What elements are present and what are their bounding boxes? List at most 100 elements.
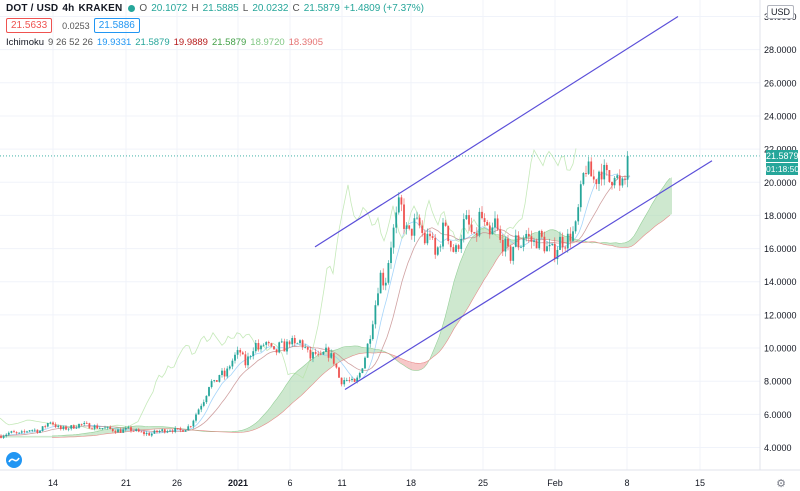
candle <box>306 346 309 353</box>
candle-body <box>543 236 546 252</box>
candle <box>426 228 429 246</box>
candle <box>182 429 184 432</box>
candle-body <box>254 343 257 352</box>
candle-body <box>166 431 169 433</box>
buy-button[interactable]: 21.5886 <box>93 18 140 33</box>
tradingview-logo-icon[interactable] <box>6 452 22 468</box>
candle <box>91 427 93 430</box>
candle <box>416 211 418 220</box>
parallel-channel[interactable] <box>314 15 713 390</box>
x-tick-label: 15 <box>695 478 705 488</box>
candle <box>457 243 460 252</box>
candle-body <box>395 212 398 228</box>
candle <box>520 244 522 248</box>
candle <box>395 206 398 234</box>
candle <box>540 229 543 239</box>
candle-body <box>468 215 470 225</box>
indicator-legend[interactable]: Ichimoku 9 26 52 26 19.9331 21.5879 19.9… <box>6 37 327 48</box>
candle <box>478 207 481 238</box>
candle <box>585 165 587 177</box>
candle-body <box>579 184 582 208</box>
candle <box>514 229 517 248</box>
candle <box>208 386 210 397</box>
candle-body <box>234 354 236 361</box>
candle <box>163 428 166 434</box>
symbol-name[interactable]: DOT / USD <box>6 3 59 14</box>
candle-body <box>345 380 348 381</box>
candle <box>579 180 582 212</box>
high-value: 21.5885 <box>202 3 239 14</box>
candle-body <box>590 161 593 177</box>
candle-body <box>33 429 36 431</box>
candle-body <box>296 342 299 344</box>
candle <box>215 380 218 382</box>
candle-body <box>5 434 8 437</box>
candle <box>273 346 275 350</box>
time-axis[interactable]: 14 21 26 2021 6 11 18 25 Feb 8 15 <box>0 469 800 488</box>
x-tick-label: 18 <box>406 478 416 488</box>
candle <box>470 217 473 235</box>
interval[interactable]: 4h <box>62 3 75 14</box>
candle-body <box>257 343 260 350</box>
spread-value: 0.0253 <box>62 20 90 31</box>
candle <box>36 429 39 434</box>
candle-body <box>507 238 509 247</box>
y-tick-label: 14.0000 <box>764 277 797 287</box>
candle-body <box>572 231 574 241</box>
candle-body <box>202 402 205 406</box>
candle-body <box>117 429 119 433</box>
candle-body <box>171 430 174 432</box>
candle <box>26 430 28 434</box>
candle <box>314 348 317 356</box>
candle <box>28 429 31 433</box>
candle-body <box>148 433 151 436</box>
price-axis[interactable]: 4.0000 6.0000 8.0000 10.0000 12.0000 14.0000 1… <box>759 0 800 491</box>
candle-body <box>31 429 34 431</box>
candle-body <box>481 211 483 219</box>
candle-body <box>150 433 153 436</box>
candle-body <box>364 357 366 369</box>
candle <box>23 429 26 434</box>
y-tick-label: 6.0000 <box>764 410 792 420</box>
candle-body <box>343 380 346 385</box>
candle-body <box>65 426 67 430</box>
candle <box>247 352 249 369</box>
candle <box>13 429 15 433</box>
settings-gear-icon[interactable]: ⚙ <box>776 478 786 490</box>
candle-body <box>44 426 47 428</box>
candle <box>447 225 450 245</box>
candle <box>595 178 598 190</box>
sell-button[interactable]: 21.5633 <box>6 18 53 33</box>
candle <box>444 219 447 227</box>
channel-upper-line <box>314 15 679 248</box>
cloud-bearish <box>192 241 600 432</box>
indicator-name[interactable]: Ichimoku <box>6 37 45 48</box>
currency-label[interactable]: USD <box>766 5 794 19</box>
y-tick-label: 16.0000 <box>764 244 797 254</box>
candle <box>371 320 374 341</box>
candle-body <box>2 436 5 438</box>
candle <box>304 343 307 349</box>
candle <box>361 368 364 374</box>
candle <box>236 346 239 359</box>
y-tick-label: 26.0000 <box>764 78 797 88</box>
candle <box>200 403 203 413</box>
candle <box>465 210 468 220</box>
candle <box>366 343 369 358</box>
candle <box>587 156 590 176</box>
candle <box>569 227 572 248</box>
candle-body <box>7 432 10 435</box>
candle-body <box>143 431 145 435</box>
ichimoku-lines <box>0 148 671 438</box>
candle <box>353 378 356 383</box>
candle-body <box>93 425 96 429</box>
candle <box>80 423 83 427</box>
candle <box>577 204 580 225</box>
candle-body <box>226 368 229 377</box>
candle <box>275 349 278 356</box>
candle <box>244 351 247 368</box>
candle-body <box>62 426 65 430</box>
candle-body <box>88 423 91 429</box>
candle-body <box>371 324 374 340</box>
